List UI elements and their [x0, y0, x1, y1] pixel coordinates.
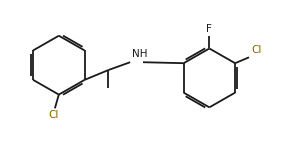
Text: Cl: Cl [49, 110, 59, 120]
Text: NH: NH [132, 49, 148, 59]
Text: Cl: Cl [251, 45, 261, 55]
Text: F: F [206, 24, 212, 34]
